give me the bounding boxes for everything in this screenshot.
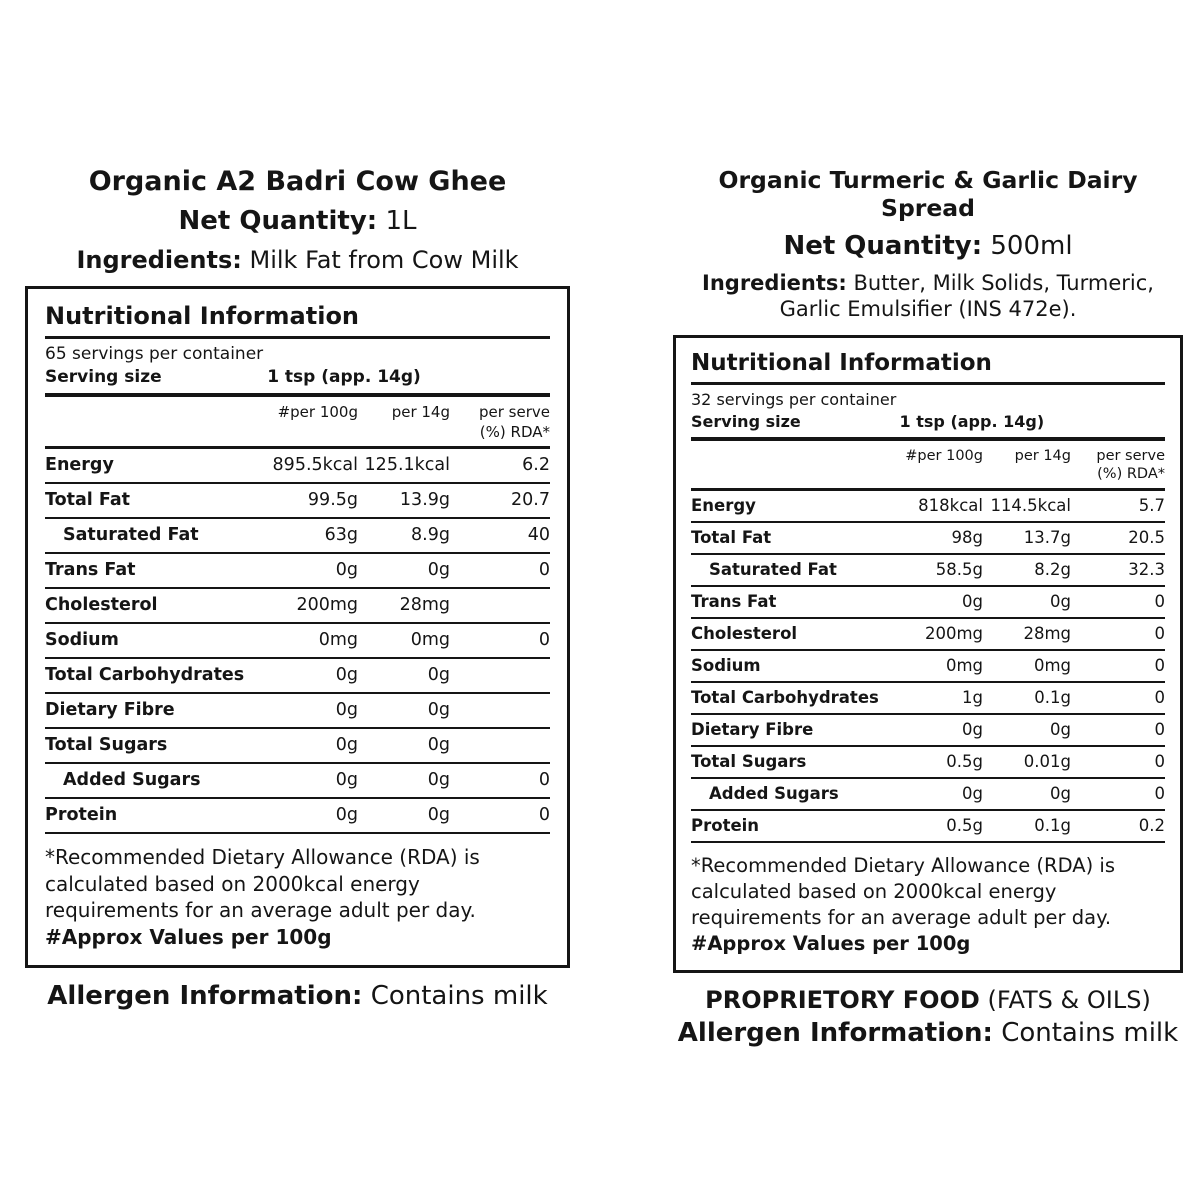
ingredients-label: Ingredients:	[76, 246, 242, 274]
panel-heading: Nutritional Information	[691, 350, 1165, 385]
allergen-label: Allergen Information:	[47, 981, 363, 1012]
serving-size-value: 1 tsp (app. 14g)	[267, 367, 421, 387]
serving-size-label: Serving size	[691, 411, 801, 431]
approx-values-note: #Approx Values per 100g	[691, 931, 971, 955]
nutrient-row-sodium: Sodium 0mg 0mg 0	[45, 624, 550, 659]
nutrient-row-trans-fat: Trans Fat 0g 0g 0	[45, 554, 550, 589]
nutrient-row-cholesterol: Cholesterol 200mg 28mg	[45, 589, 550, 624]
rda-footnote-text: *Recommended Dietary Allowance (RDA) is …	[691, 854, 1115, 930]
nutrient-row-dietary-fibre: Dietary Fibre 0g 0g 0	[691, 715, 1165, 748]
rda-footnote: *Recommended Dietary Allowance (RDA) is …	[691, 843, 1165, 957]
product-title: Organic Turmeric & Garlic Dairy Spread	[718, 166, 1138, 222]
nutrient-row-added-sugars: Added Sugars 0g 0g 0	[691, 779, 1165, 812]
nutrient-row-total-carbohydrates: Total Carbohydrates 1g 0.1g 0	[691, 683, 1165, 716]
proprietory-food-line: PROPRIETORY FOOD (FATS & OILS)	[673, 986, 1183, 1014]
nutrition-panel: Nutritional Information 65 servings per …	[25, 286, 570, 969]
nutrient-row-added-sugars: Added Sugars 0g 0g 0	[45, 764, 550, 799]
nutrient-row-protein: Protein 0.5g 0.1g 0.2	[691, 811, 1165, 844]
net-quantity-label: Net Quantity:	[178, 206, 378, 236]
nutrient-row-total-sugars: Total Sugars 0g 0g	[45, 729, 550, 764]
rda-footnote: *Recommended Dietary Allowance (RDA) is …	[45, 834, 550, 950]
servings-count: 65 servings per container	[45, 344, 264, 364]
net-quantity-label: Net Quantity:	[783, 231, 983, 261]
proprietory-food-label: PROPRIETORY FOOD	[705, 985, 980, 1014]
allergen-value: Contains milk	[370, 981, 548, 1012]
approx-values-note: #Approx Values per 100g	[45, 924, 332, 949]
allergen-info: Allergen Information: Contains milk	[673, 1018, 1183, 1048]
nutrient-row-saturated-fat: Saturated Fat 58.5g 8.2g 32.3	[691, 555, 1165, 588]
net-quantity-value: 1L	[385, 206, 417, 236]
panel-heading: Nutritional Information	[45, 302, 550, 339]
column-header-per14g: per 14g	[391, 403, 450, 421]
serving-size-value: 1 tsp (app. 14g)	[899, 411, 1045, 431]
column-headers: #per 100g per 14g per serve (%) RDA*	[45, 397, 550, 449]
nutrient-row-protein: Protein 0g 0g 0	[45, 799, 550, 834]
label-columns: Organic A2 Badri Cow Ghee Net Quantity: …	[25, 166, 1183, 1048]
allergen-info: Allergen Information: Contains milk	[25, 981, 570, 1011]
column-header-per14g: per 14g	[1014, 447, 1071, 464]
ingredients-value: Butter, Milk Solids, Turmeric, Garlic Em…	[779, 271, 1154, 322]
ingredients-label: Ingredients:	[702, 271, 847, 295]
serving-size-row: Serving size 1 tsp (app. 14g)	[691, 409, 1165, 441]
ingredients-value: Milk Fat from Cow Milk	[249, 246, 519, 274]
column-header-per100g: #per 100g	[905, 447, 983, 464]
allergen-label: Allergen Information:	[677, 1017, 993, 1048]
net-quantity-value: 500ml	[990, 231, 1073, 261]
nutrient-row-energy: Energy 895.5kcal 125.1kcal 6.2	[45, 449, 550, 484]
column-header-per100g: #per 100g	[277, 403, 358, 421]
product-right: Organic Turmeric & Garlic Dairy Spread N…	[673, 166, 1183, 1048]
column-header-spacer	[45, 403, 250, 442]
nutrition-panel: Nutritional Information 32 servings per …	[673, 334, 1183, 973]
nutrient-row-trans-fat: Trans Fat 0g 0g 0	[691, 587, 1165, 620]
nutrient-row-saturated-fat: Saturated Fat 63g 8.9g 40	[45, 519, 550, 554]
nutrient-row-total-sugars: Total Sugars 0.5g 0.01g 0	[691, 747, 1165, 780]
net-quantity: Net Quantity: 1L	[25, 206, 570, 236]
column-header-spacer	[691, 447, 879, 485]
column-headers: #per 100g per 14g per serve (%) RDA*	[691, 441, 1165, 492]
nutrient-row-total-fat: Total Fat 98g 13.7g 20.5	[691, 523, 1165, 556]
column-header-per-serve: per serve (%) RDA*	[1096, 447, 1165, 483]
ingredients: Ingredients: Milk Fat from Cow Milk	[25, 245, 570, 275]
proprietory-food-value: (FATS & OILS)	[987, 985, 1151, 1014]
column-header-per-serve: per serve (%) RDA*	[478, 403, 550, 441]
serving-size-row: Serving size 1 tsp (app. 14g)	[45, 364, 550, 397]
nutrient-row-energy: Energy 818kcal 114.5kcal 5.7	[691, 491, 1165, 524]
allergen-value: Contains milk	[1001, 1017, 1179, 1048]
nutrient-row-total-carbohydrates: Total Carbohydrates 0g 0g	[45, 659, 550, 694]
rda-footnote-text: *Recommended Dietary Allowance (RDA) is …	[45, 845, 480, 923]
nutrient-row-sodium: Sodium 0mg 0mg 0	[691, 651, 1165, 684]
net-quantity: Net Quantity: 500ml	[673, 231, 1183, 261]
product-title: Organic A2 Badri Cow Ghee	[88, 166, 507, 197]
nutrient-row-dietary-fibre: Dietary Fibre 0g 0g	[45, 694, 550, 729]
nutrient-row-cholesterol: Cholesterol 200mg 28mg 0	[691, 619, 1165, 652]
servings-count: 32 servings per container	[691, 389, 897, 409]
ingredients: Ingredients: Butter, Milk Solids, Turmer…	[673, 270, 1183, 323]
product-left: Organic A2 Badri Cow Ghee Net Quantity: …	[25, 166, 570, 1048]
nutrient-row-total-fat: Total Fat 99.5g 13.9g 20.7	[45, 484, 550, 519]
serving-size-label: Serving size	[45, 367, 162, 387]
